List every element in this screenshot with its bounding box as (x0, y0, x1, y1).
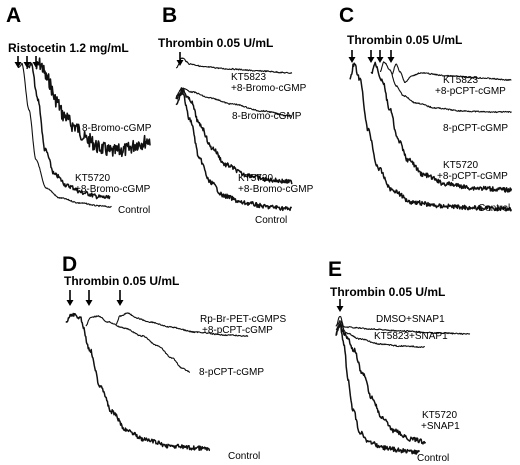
arrow-e-1 (336, 299, 344, 312)
trace-label-b-4: Control (255, 215, 287, 226)
panel-e: E Thrombin 0.05 U/mL DMSO+SNAP1 KT5823+S… (328, 258, 460, 464)
trace-a-2 (26, 61, 111, 200)
agonist-label-e: Thrombin 0.05 U/mL (330, 285, 445, 299)
trace-label-e-2: KT5823+SNAP1 (374, 331, 448, 342)
agonist-label-d: Thrombin 0.05 U/mL (64, 274, 179, 288)
arrow-d-3 (116, 290, 124, 306)
trace-label-b-3-line1: KT5720 (238, 173, 273, 184)
trace-label-b-2: 8-Bromo-cGMP (232, 111, 302, 122)
trace-c-4 (349, 62, 513, 212)
arrow-c-1 (348, 50, 356, 63)
trace-b-1 (175, 57, 293, 74)
panel-d: D Thrombin 0.05 U/mL Rp-Br-PET-cGMPS +8-… (62, 253, 286, 462)
trace-label-d-1-line2: +8-pCPT-cGMP (202, 325, 273, 336)
trace-label-d-1-line1: Rp-Br-PET-cGMPS (200, 314, 286, 325)
panel-c: C Thrombin 0.05 U/mL KT5823 +8-pCPT-cGMP… (339, 4, 510, 214)
trace-b-3 (175, 87, 293, 185)
panel-b: B Thrombin 0.05 U/mL KT5823 +8-Bromo-cGM… (158, 4, 314, 226)
trace-label-e-3-line2: +SNAP1 (421, 421, 460, 432)
arrow-c-4 (387, 50, 395, 63)
trace-b-4 (175, 90, 293, 212)
trace-label-c-2: 8-pCPT-cGMP (443, 123, 508, 134)
trace-label-c-1-line1: KT5823 (443, 75, 478, 86)
trace-label-d-2: 8-pCPT-cGMP (199, 367, 264, 378)
trace-a-3 (18, 62, 112, 208)
trace-e-2 (335, 320, 425, 349)
arrow-a-3 (32, 56, 40, 68)
panel-a: A Ristocetin 1.2 mg/mL 8-Bromo-cGMP KT57… (6, 4, 152, 216)
agonist-label-b: Thrombin 0.05 U/mL (158, 36, 273, 50)
trace-label-a-3: Control (118, 205, 150, 216)
trace-label-c-1-line2: +8-pCPT-cGMP (435, 86, 506, 97)
agonist-label-a: Ristocetin 1.2 mg/mL (8, 41, 129, 55)
arrow-a-2 (23, 56, 31, 68)
trace-d-3 (65, 312, 211, 452)
trace-b-2 (175, 87, 292, 117)
panel-label-a: A (6, 4, 21, 27)
trace-a-1 (35, 57, 151, 158)
trace-label-e-4: Control (417, 453, 449, 464)
panel-label-c: C (339, 4, 354, 27)
arrow-c-2 (367, 50, 375, 63)
agonist-label-c: Thrombin 0.05 U/mL (347, 33, 462, 47)
trace-label-c-3-line2: +8-pCPT-cGMP (437, 171, 508, 182)
trace-c-3 (370, 61, 513, 193)
trace-label-c-3-line1: KT5720 (443, 160, 478, 171)
trace-c-1 (392, 63, 512, 84)
trace-e-1 (335, 315, 471, 335)
trace-label-e-1: DMSO+SNAP1 (376, 314, 445, 325)
trace-label-d-3: Control (228, 451, 260, 462)
arrow-c-3 (376, 50, 384, 63)
trace-e-4 (335, 321, 421, 455)
trace-e-3 (335, 322, 427, 445)
panel-label-b: B (162, 4, 177, 27)
arrow-d-1 (66, 290, 74, 306)
trace-label-c-4: Control (478, 203, 510, 214)
trace-label-a-2-line1: KT5720 (75, 173, 110, 184)
trace-label-b-1-line2: +8-Bromo-cGMP (231, 83, 307, 94)
trace-label-a-2-line2: +8-Bromo-cGMP (75, 184, 151, 195)
trace-layer (18, 57, 513, 455)
trace-label-b-3-line2: +8-Bromo-cGMP (238, 184, 314, 195)
trace-d-2 (85, 315, 191, 373)
panel-label-e: E (328, 258, 342, 281)
trace-c-2 (379, 61, 512, 114)
trace-label-b-1-line1: KT5823 (231, 72, 266, 83)
trace-label-a-1: 8-Bromo-cGMP (82, 123, 152, 134)
arrow-d-2 (85, 290, 93, 306)
arrow-layer (14, 50, 395, 312)
trace-d-1 (115, 312, 249, 337)
arrow-a-1 (14, 56, 22, 68)
trace-label-e-3-line1: KT5720 (422, 410, 457, 421)
panel-label-d: D (62, 253, 77, 276)
arrow-b-1 (176, 52, 184, 66)
